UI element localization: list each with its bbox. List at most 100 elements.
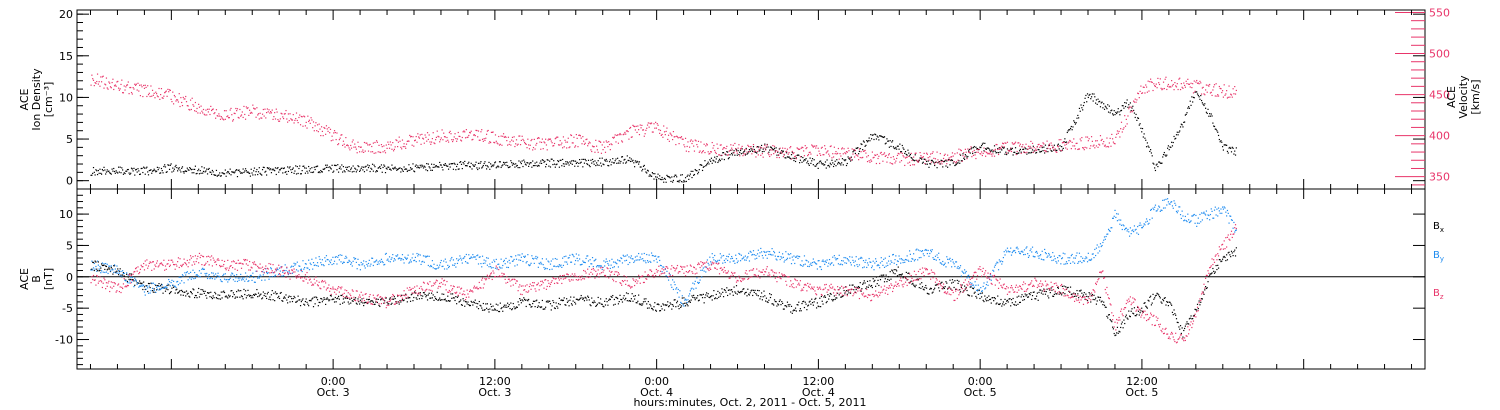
data-point: [879, 162, 881, 165]
data-point: [110, 265, 112, 267]
data-point: [232, 273, 234, 275]
data-point: [795, 310, 797, 312]
data-point: [990, 153, 992, 155]
data-point: [951, 159, 954, 162]
data-point: [402, 170, 404, 173]
data-point: [804, 301, 806, 303]
data-point: [282, 172, 284, 174]
data-point: [105, 265, 107, 267]
data-point: [285, 171, 287, 173]
data-point: [147, 85, 149, 87]
data-point: [745, 148, 747, 151]
data-point: [794, 155, 797, 157]
data-point: [548, 165, 550, 167]
data-point: [181, 289, 183, 292]
data-point: [519, 167, 521, 169]
data-point: [669, 177, 671, 179]
data-point: [784, 157, 786, 159]
data-point: [166, 95, 168, 97]
data-point: [1136, 313, 1138, 316]
data-point: [1029, 147, 1031, 149]
data-point: [584, 142, 586, 144]
data-point: [994, 148, 996, 150]
data-point: [638, 303, 641, 305]
data-point: [841, 147, 844, 149]
data-point: [1027, 296, 1029, 298]
data-point: [761, 151, 763, 153]
data-point: [1098, 101, 1100, 103]
data-point: [917, 279, 920, 281]
data-point: [246, 275, 248, 277]
data-point: [454, 163, 456, 165]
data-point: [222, 291, 224, 293]
data-point: [294, 264, 296, 266]
data-point: [758, 150, 760, 152]
data-point: [1116, 332, 1118, 334]
data-point: [323, 265, 325, 267]
data-point: [813, 145, 815, 147]
data-point: [139, 173, 141, 176]
data-point: [809, 300, 811, 302]
data-point: [193, 289, 195, 291]
data-point: [371, 257, 373, 259]
data-point: [117, 87, 120, 89]
data-point: [280, 112, 282, 114]
data-point: [1073, 295, 1076, 298]
data-point: [1023, 151, 1025, 153]
data-point: [1202, 291, 1204, 293]
data-point: [240, 290, 242, 292]
data-point: [751, 289, 753, 291]
data-point: [443, 293, 445, 295]
data-point: [1148, 146, 1150, 148]
data-point: [1215, 264, 1217, 267]
data-point: [1114, 113, 1116, 116]
data-point: [626, 130, 628, 132]
data-point: [828, 155, 831, 157]
data-point: [1191, 318, 1193, 320]
data-point: [921, 286, 924, 288]
data-point: [1065, 143, 1068, 145]
data-point: [519, 135, 521, 137]
data-point: [228, 117, 230, 119]
data-point: [434, 142, 436, 145]
data-point: [834, 153, 836, 155]
data-point: [1031, 151, 1033, 153]
data-point: [665, 130, 667, 133]
data-point: [921, 156, 923, 159]
data-point: [989, 149, 991, 151]
data-point: [571, 142, 573, 144]
left-tick-label: 10: [59, 208, 73, 221]
data-point: [853, 150, 855, 152]
data-point: [453, 136, 455, 138]
data-point: [419, 292, 421, 294]
data-point: [900, 274, 903, 276]
data-point: [131, 278, 133, 281]
data-point: [470, 130, 472, 132]
data-point: [753, 148, 755, 151]
data-point: [115, 271, 117, 273]
data-point: [202, 112, 204, 114]
data-point: [248, 280, 250, 282]
data-point: [701, 164, 703, 166]
data-point: [713, 290, 715, 292]
data-point: [563, 165, 565, 167]
data-point: [466, 303, 468, 305]
data-point: [735, 149, 738, 151]
data-point: [946, 282, 948, 284]
data-point: [696, 170, 698, 172]
data-point: [313, 166, 315, 168]
data-point: [1163, 151, 1165, 154]
data-point: [631, 293, 633, 295]
data-point: [1071, 141, 1073, 143]
data-point: [442, 169, 444, 171]
data-point: [145, 288, 147, 290]
data-point: [775, 147, 777, 149]
data-point: [896, 270, 898, 272]
data-point: [775, 149, 777, 152]
data-point: [291, 119, 294, 121]
data-point: [1211, 272, 1213, 274]
data-point: [1081, 292, 1083, 294]
data-point: [787, 304, 789, 306]
data-point: [202, 268, 205, 271]
data-point: [529, 162, 531, 164]
